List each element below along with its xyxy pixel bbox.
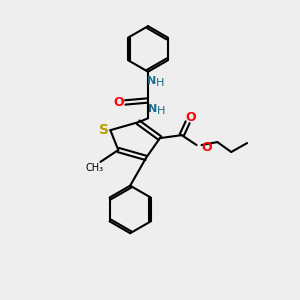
Text: CH₃: CH₃ <box>85 163 103 173</box>
Text: O: O <box>202 140 212 154</box>
Text: H: H <box>156 78 164 88</box>
Text: S: S <box>99 123 110 137</box>
Text: N: N <box>147 76 157 85</box>
Text: O: O <box>113 96 124 109</box>
Text: H: H <box>157 106 165 116</box>
Text: O: O <box>185 111 196 124</box>
Text: N: N <box>148 104 158 114</box>
